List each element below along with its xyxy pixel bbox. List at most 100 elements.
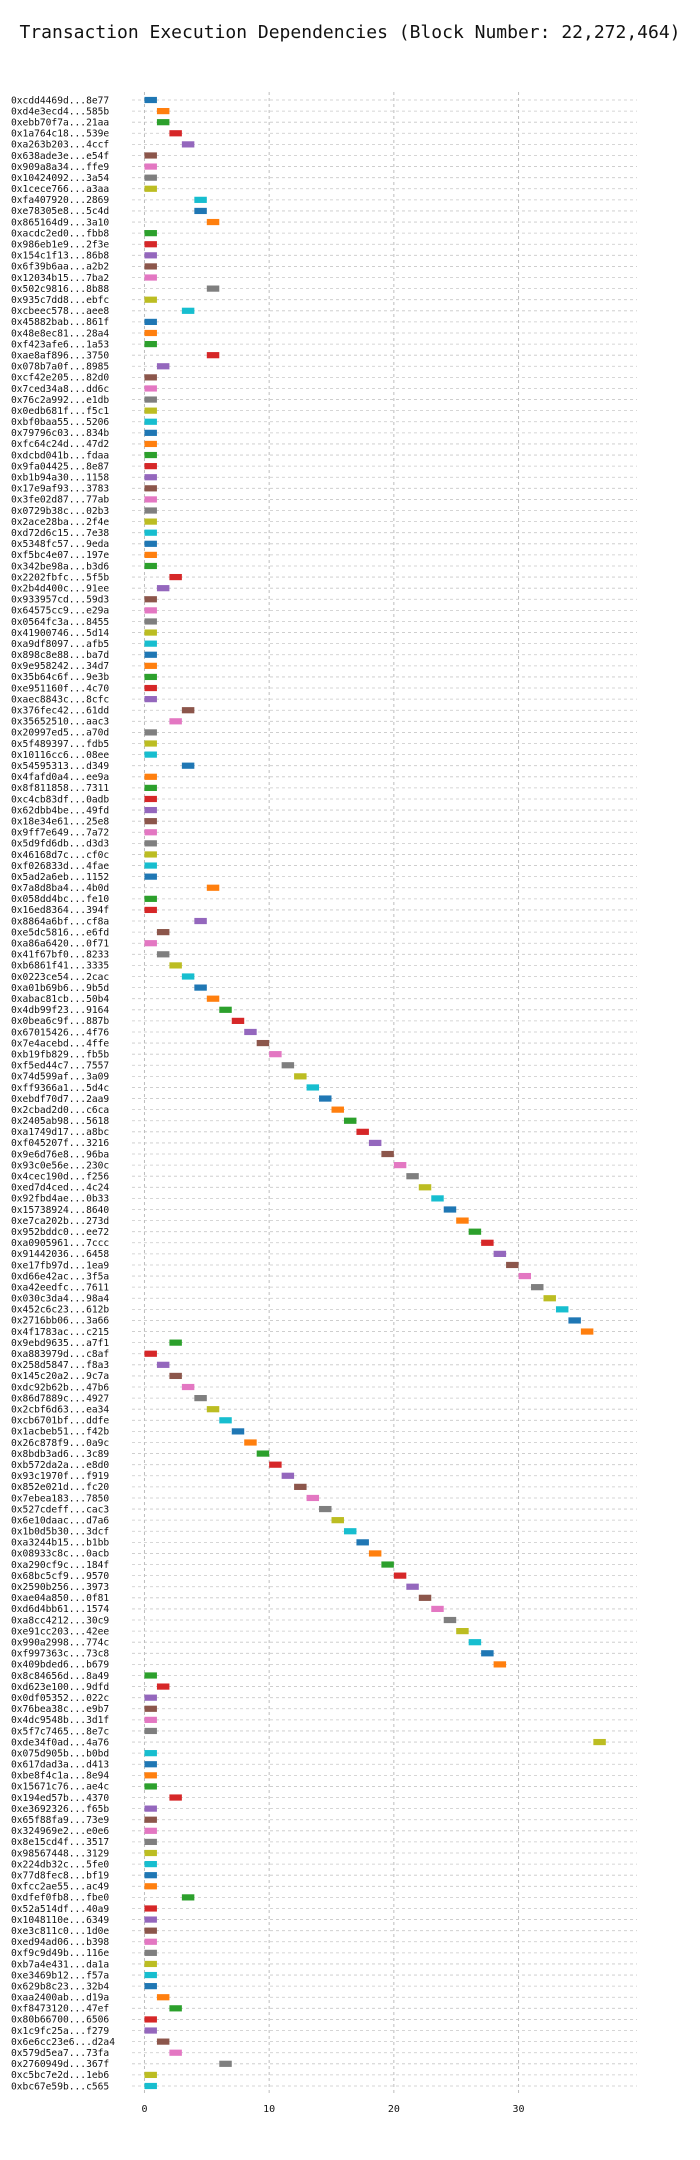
y-tick-label: 0xcf42e205...82d0 — [11, 373, 109, 384]
y-tick-label: 0x0edb681f...f5c1 — [11, 406, 109, 417]
transaction-bar — [144, 895, 157, 902]
transaction-bar — [144, 2027, 157, 2034]
y-tick-label: 0x154c1f13...86b8 — [11, 251, 109, 262]
y-tick-label: 0x0bea6c9f...887b — [11, 1016, 109, 1027]
y-tick-label: 0x76c2a992...e1db — [11, 395, 109, 406]
transaction-bar — [144, 1805, 157, 1812]
transaction-bar — [506, 1261, 519, 1269]
y-tick-label: 0xe3c811c0...1d0e — [11, 1926, 109, 1937]
y-tick-label: 0x46168d7c...cf0c — [11, 850, 109, 861]
transaction-bar — [169, 962, 182, 969]
transaction-bar — [356, 1128, 369, 1135]
y-tick-label: 0x74d599af...3a09 — [11, 1072, 109, 1083]
y-tick-label: 0x1acbeb51...f42b — [11, 1427, 109, 1438]
transaction-bar — [206, 1406, 220, 1413]
y-tick-label: 0x058dd4bc...fe10 — [11, 894, 109, 905]
transaction-bar — [144, 163, 157, 170]
transaction-bar — [331, 1106, 344, 1113]
transaction-bar — [144, 596, 157, 603]
transaction-bar — [144, 818, 157, 825]
y-tick-label: 0x35652510...aac3 — [11, 717, 109, 728]
transaction-bar — [206, 884, 220, 891]
y-tick-label: 0xa01b69b6...9b5d — [11, 983, 109, 994]
y-tick-label: 0x909a8a34...ffe9 — [11, 162, 109, 173]
y-tick-label: 0x62dbb4be...49fd — [11, 805, 109, 816]
y-tick-label: 0xe3692326...f65b — [11, 1804, 109, 1815]
y-tick-label: 0xf423afe6...1a53 — [11, 339, 109, 350]
y-tick-label: 0x12034b15...7ba2 — [11, 273, 109, 284]
y-tick-label: 0xae04a850...0f81 — [11, 1593, 109, 1604]
y-tick-label: 0x4db99f23...9164 — [11, 1005, 109, 1016]
transaction-bar — [144, 2071, 157, 2079]
transaction-bar — [144, 396, 157, 403]
transaction-bar — [144, 806, 157, 814]
y-tick-label: 0x075d905b...b0bd — [11, 1748, 109, 1759]
transaction-bar — [144, 729, 157, 736]
y-tick-label: 0x67015426...4f76 — [11, 1027, 109, 1038]
transaction-bar — [144, 684, 157, 692]
transaction-bar — [244, 1028, 257, 1036]
transaction-bar — [156, 2038, 170, 2045]
y-tick-label: 0x8f811858...7311 — [11, 783, 109, 794]
y-tick-label: 0x1c9fc25a...f279 — [11, 2026, 109, 2037]
y-tick-label: 0xb572da2a...e8d0 — [11, 1460, 109, 1471]
y-tick-label: 0xf045207f...3216 — [11, 1138, 109, 1149]
transaction-bar — [144, 340, 157, 348]
transaction-bar — [244, 1439, 257, 1446]
transaction-bar — [156, 1361, 170, 1368]
y-tick-label: 0xf997363c...73c8 — [11, 1649, 109, 1660]
transaction-bar — [144, 318, 157, 325]
y-tick-label: 0xdc92b62b...47b6 — [11, 1382, 109, 1393]
y-tick-label: 0xabac81cb...50b4 — [11, 994, 109, 1005]
y-tick-label: 0x17e9af93...3783 — [11, 484, 109, 495]
chart-title: Transaction Execution Dependencies (Bloc… — [19, 22, 680, 43]
transaction-bar — [144, 274, 157, 281]
transaction-bar — [156, 119, 170, 126]
y-tick-label: 0x35b64c6f...9e3b — [11, 672, 109, 683]
y-tick-label: 0xdfef0fb8...fbe0 — [11, 1893, 109, 1904]
transaction-bar — [144, 529, 157, 536]
y-tick-label: 0xdcbd041b...fdaa — [11, 450, 109, 461]
y-tick-label: 0x7ebea183...7850 — [11, 1493, 109, 1504]
transaction-bar — [156, 107, 170, 115]
transaction-bar — [568, 1317, 581, 1324]
transaction-bar — [206, 218, 220, 226]
transaction-bar — [493, 1661, 507, 1668]
y-tick-label: 0xd72d6c15...7e38 — [11, 528, 109, 539]
transaction-bar — [144, 607, 157, 614]
y-tick-label: 0xcbeec578...aee8 — [11, 306, 109, 317]
transaction-bar — [144, 440, 157, 448]
y-tick-label: 0x80b66700...6506 — [11, 2015, 109, 2026]
transaction-bar — [144, 851, 157, 858]
y-tick-label: 0x4fafd0a4...ee9a — [11, 772, 109, 783]
transaction-bar — [144, 551, 157, 558]
y-tick-label: 0xfc64c24d...47d2 — [11, 439, 109, 450]
y-tick-label: 0x030c3da4...98a4 — [11, 1294, 109, 1305]
transaction-bar — [319, 1095, 332, 1102]
transaction-bar — [144, 562, 157, 570]
y-tick-label: 0xe91cc203...42ee — [11, 1626, 109, 1637]
transaction-bar — [144, 418, 157, 425]
y-tick-label: 0x5f7c7465...8e7c — [11, 1726, 109, 1737]
y-tick-label: 0x1a764c18...539e — [11, 129, 109, 140]
y-tick-label: 0x98567448...3129 — [11, 1848, 109, 1859]
transaction-bar — [343, 1528, 357, 1535]
y-tick-label: 0x2760949d...367f — [11, 2059, 109, 2070]
transaction-bar — [144, 329, 157, 337]
y-tick-label: 0x0564fc3a...8455 — [11, 617, 109, 628]
transaction-bar — [194, 1395, 207, 1402]
y-tick-label: 0xa883979d...c8af — [11, 1349, 109, 1360]
transaction-bar — [144, 174, 157, 181]
transaction-bar — [194, 196, 207, 203]
transaction-bar — [144, 1916, 157, 1923]
y-tick-label: 0xa290cf9c...184f — [11, 1560, 109, 1571]
transaction-bar — [144, 1872, 157, 1879]
x-tick-labels: 0 10 20 30 — [141, 2104, 524, 2115]
transaction-bar — [206, 352, 220, 359]
transaction-bar — [144, 429, 157, 436]
y-tick-label: 0x852e021d...fc20 — [11, 1482, 109, 1493]
transaction-bar — [144, 795, 157, 803]
y-tick-label: 0x342be98a...b3d6 — [11, 561, 109, 572]
transaction-bar — [144, 507, 157, 514]
